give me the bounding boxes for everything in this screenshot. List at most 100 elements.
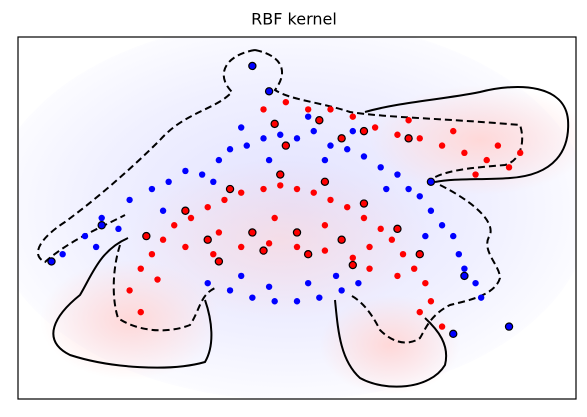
- support-vector: [270, 119, 279, 129]
- point: [271, 298, 278, 305]
- support-vector: [426, 177, 436, 186]
- point: [226, 146, 234, 153]
- point: [238, 243, 245, 251]
- point: [215, 229, 223, 236]
- point: [505, 164, 513, 171]
- point: [260, 135, 267, 142]
- point: [171, 222, 178, 229]
- point: [332, 272, 340, 280]
- point: [371, 124, 379, 131]
- support-vector: [97, 221, 106, 230]
- point: [388, 236, 396, 243]
- point: [383, 185, 390, 193]
- point: [249, 294, 256, 301]
- support-vector: [393, 224, 402, 234]
- point: [165, 178, 172, 185]
- support-vector: [214, 257, 224, 266]
- point: [399, 251, 407, 258]
- support-vector: [359, 126, 369, 136]
- point: [238, 124, 245, 131]
- support-vector: [337, 134, 346, 143]
- point: [198, 171, 206, 178]
- point: [265, 240, 273, 247]
- point: [238, 189, 245, 196]
- point: [321, 247, 329, 254]
- support-vector: [264, 87, 274, 96]
- support-vector: [181, 206, 190, 215]
- point: [461, 149, 468, 157]
- point: [148, 185, 156, 193]
- point: [472, 171, 479, 178]
- point: [271, 214, 278, 222]
- support-vector: [315, 116, 324, 125]
- support-vector: [449, 329, 458, 339]
- point: [265, 283, 273, 290]
- point: [349, 254, 356, 262]
- support-vector: [303, 249, 313, 259]
- support-vector: [460, 271, 469, 281]
- point: [427, 298, 435, 305]
- point: [243, 142, 250, 149]
- point: [394, 171, 401, 178]
- point: [210, 178, 217, 185]
- point: [182, 243, 189, 251]
- point: [159, 236, 167, 243]
- point: [321, 222, 329, 229]
- support-vector: [292, 228, 302, 237]
- point: [293, 185, 301, 193]
- point: [494, 142, 502, 149]
- point: [427, 207, 435, 214]
- point: [483, 156, 490, 164]
- point: [115, 225, 122, 233]
- point: [349, 127, 356, 135]
- decision-field: [18, 37, 576, 399]
- point: [472, 279, 479, 287]
- points: [47, 61, 524, 339]
- point: [461, 265, 468, 272]
- point: [377, 225, 384, 233]
- support-vector: [248, 228, 257, 237]
- point: [277, 182, 284, 189]
- point: [360, 153, 368, 160]
- point: [517, 149, 524, 157]
- plot-frame: [17, 36, 577, 400]
- support-vector: [415, 249, 424, 259]
- point: [260, 106, 267, 113]
- point: [293, 243, 301, 251]
- support-vector: [348, 260, 357, 270]
- point: [366, 265, 373, 272]
- support-vector: [337, 235, 346, 244]
- support-vector: [504, 322, 514, 331]
- support-vector: [203, 235, 212, 244]
- point: [394, 272, 401, 280]
- point: [327, 142, 334, 149]
- support-vector: [404, 134, 413, 143]
- point: [416, 135, 423, 142]
- support-vector: [259, 246, 268, 255]
- point: [81, 232, 89, 240]
- point: [355, 279, 362, 287]
- point: [293, 135, 301, 142]
- point: [344, 203, 351, 211]
- point: [410, 265, 418, 272]
- point: [204, 279, 211, 287]
- point: [338, 287, 345, 294]
- point: [394, 131, 401, 138]
- point: [405, 185, 412, 193]
- support-vector: [359, 199, 369, 208]
- point: [215, 156, 223, 164]
- point: [154, 276, 161, 283]
- support-vector: [248, 61, 257, 71]
- point: [59, 251, 66, 258]
- point: [304, 106, 312, 113]
- chart-title: RBF kernel: [251, 10, 337, 29]
- point: [265, 156, 273, 164]
- point: [327, 196, 334, 204]
- point: [304, 279, 312, 287]
- point: [316, 294, 323, 301]
- point: [349, 113, 356, 120]
- support-vector: [320, 177, 330, 186]
- support-vector: [276, 170, 285, 179]
- support-vector: [142, 231, 151, 241]
